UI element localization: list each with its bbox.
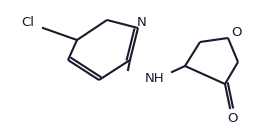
Text: Cl: Cl [21, 15, 35, 29]
Text: O: O [228, 112, 238, 124]
Text: N: N [137, 15, 147, 29]
Text: O: O [232, 25, 242, 39]
Text: NH: NH [145, 72, 165, 84]
